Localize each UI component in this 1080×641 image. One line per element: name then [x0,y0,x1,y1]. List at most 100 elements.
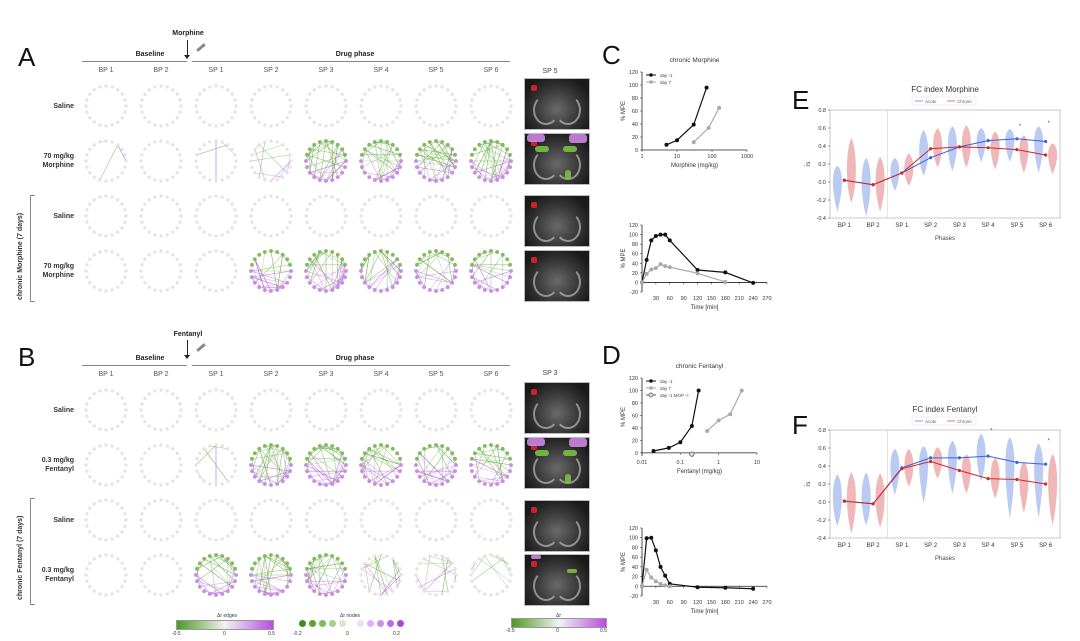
network-node [263,178,267,182]
network-node [202,143,206,147]
network-node [500,142,505,147]
network-node [116,198,120,202]
network-node [434,388,438,392]
network-node [469,214,473,218]
x-tick-label: SP 5 [1010,543,1024,549]
network-node [194,104,198,108]
data-point [640,584,644,589]
connectivity-network [414,498,458,542]
panel-letter-e: E [792,85,810,115]
network-node [159,483,163,487]
network-node [280,285,285,290]
network-node [330,139,335,144]
brain-slice-image [524,382,590,434]
network-node [508,275,513,280]
y-tick-label: 0.0 [818,500,826,506]
network-edge [474,160,512,174]
colorbar-brain-min: -0.5 [506,628,515,634]
network-edge [309,251,333,283]
network-node [123,469,127,473]
network-node [140,110,144,114]
y-tick-label: 60 [632,109,638,115]
data-point [675,138,679,143]
network-node [505,147,510,152]
network-edge [364,476,382,486]
network-node [250,153,254,157]
network-edge [479,448,511,472]
network-node [275,123,279,127]
network-node [171,479,175,483]
significance-marker: * [990,429,993,435]
data-point [653,266,658,271]
network-edge [305,250,327,272]
violin-chronic [961,125,971,168]
network-node [116,392,120,396]
network-edge [254,558,260,587]
data-point [640,584,644,589]
network-node [198,451,202,455]
network-edge [416,251,443,266]
network-node [139,159,143,163]
network-node [363,202,367,206]
network-node [379,553,383,557]
y-tick-label: 80 [632,96,638,102]
network-edge [254,254,283,283]
network-node [123,524,127,528]
network-node [250,524,254,528]
network-node [171,253,175,257]
activation-overlay [535,450,549,456]
network-node [175,281,179,285]
network-edge [196,555,223,570]
network-node [468,159,473,164]
network-node [472,257,477,262]
network-node [281,88,285,92]
network-node [262,249,267,254]
network-node [418,396,422,400]
brain-slice-image [524,554,590,606]
network-node [495,233,499,237]
network-node [263,85,267,89]
x-tick-label: 120 [693,296,702,302]
network-node [340,561,345,566]
network-node [483,499,487,503]
network-node [505,506,509,510]
network-node [289,408,293,412]
network-node [143,147,147,151]
network-node [398,414,402,418]
network-node [220,288,224,292]
network-node [414,573,418,577]
network-edge [306,562,343,570]
network-edge [364,172,393,178]
network-edge [319,140,327,181]
network-node [318,427,322,431]
network-node [233,579,238,584]
network-node [483,427,487,431]
network-edge [258,141,266,178]
network-node [505,585,509,589]
network-node [308,396,312,400]
network-edge [369,464,402,482]
network-edge [341,264,346,283]
column-label: SP 6 [483,67,499,74]
network-edge [276,254,284,291]
network-node [336,230,340,234]
y-axis-label: % MPE [621,407,627,427]
network-node [195,469,199,473]
network-node [360,220,364,224]
network-node [234,214,238,218]
network-edge [490,554,508,564]
network-node [453,275,458,280]
network-node [281,230,285,234]
network-node [454,104,458,108]
network-node [317,249,322,254]
network-node [417,280,422,285]
network-edge [258,251,266,288]
network-node [104,483,108,487]
data-point [649,575,654,580]
network-node [269,442,274,447]
network-edge [479,480,498,485]
network-node [140,98,144,102]
network-edge [282,448,288,477]
network-edge [474,251,498,260]
